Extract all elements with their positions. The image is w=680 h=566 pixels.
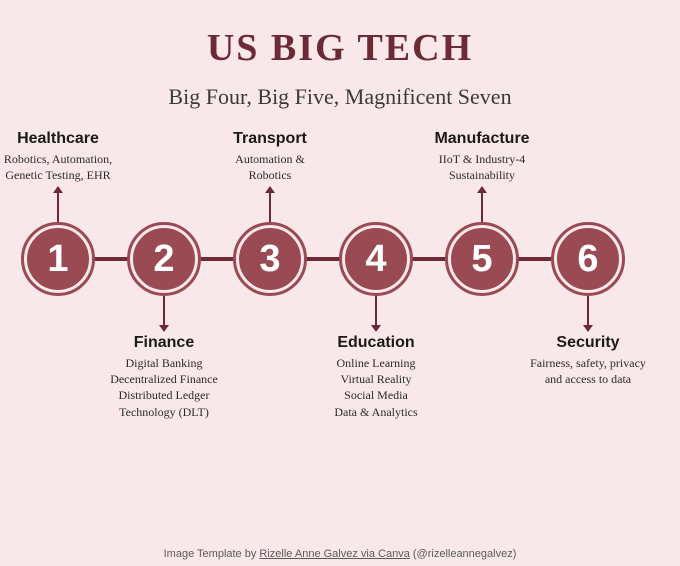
arrow-down-icon xyxy=(587,296,589,326)
arrow-down-icon xyxy=(163,296,165,326)
label-security: Security Fairness, safety, privacy and a… xyxy=(513,334,663,387)
label-finance: Finance Digital Banking Decentralized Fi… xyxy=(89,334,239,420)
desc-manufacture: IIoT & Industry-4 Sustainability xyxy=(407,151,557,183)
circle-1: 1 xyxy=(24,225,92,293)
circle-5: 5 xyxy=(448,225,516,293)
credit-author: Rizelle Anne Galvez via Canva xyxy=(259,548,409,560)
circle-number: 3 xyxy=(259,238,280,281)
timeline-diagram: Healthcare Robotics, Automation, Genetic… xyxy=(0,130,680,470)
arrow-down-icon xyxy=(375,296,377,326)
arrow-up-icon xyxy=(481,192,483,222)
desc-security: Fairness, safety, privacy and access to … xyxy=(513,355,663,387)
label-healthcare: Healthcare Robotics, Automation, Genetic… xyxy=(0,130,133,183)
circle-3: 3 xyxy=(236,225,304,293)
heading-finance: Finance xyxy=(89,334,239,352)
circle-4: 4 xyxy=(342,225,410,293)
heading-security: Security xyxy=(513,334,663,352)
circle-number: 2 xyxy=(153,238,174,281)
circle-number: 5 xyxy=(471,238,492,281)
label-transport: Transport Automation & Robotics xyxy=(195,130,345,183)
circle-2: 2 xyxy=(130,225,198,293)
desc-transport: Automation & Robotics xyxy=(195,151,345,183)
main-title: US BIG TECH xyxy=(0,26,680,70)
credit-prefix: Image Template by xyxy=(164,548,260,560)
arrow-up-icon xyxy=(57,192,59,222)
circle-number: 4 xyxy=(365,238,386,281)
desc-healthcare: Robotics, Automation, Genetic Testing, E… xyxy=(0,151,133,183)
image-credit: Image Template by Rizelle Anne Galvez vi… xyxy=(0,548,680,560)
credit-handle: (@rizelleannegalvez) xyxy=(410,548,517,560)
heading-transport: Transport xyxy=(195,130,345,148)
heading-manufacture: Manufacture xyxy=(407,130,557,148)
circle-number: 1 xyxy=(47,238,68,281)
circle-number: 6 xyxy=(577,238,598,281)
arrow-up-icon xyxy=(269,192,271,222)
label-manufacture: Manufacture IIoT & Industry-4 Sustainabi… xyxy=(407,130,557,183)
subtitle: Big Four, Big Five, Magnificent Seven xyxy=(0,84,680,110)
heading-education: Education xyxy=(301,334,451,352)
desc-education: Online Learning Virtual Reality Social M… xyxy=(301,355,451,420)
label-education: Education Online Learning Virtual Realit… xyxy=(301,334,451,420)
circle-6: 6 xyxy=(554,225,622,293)
heading-healthcare: Healthcare xyxy=(0,130,133,148)
desc-finance: Digital Banking Decentralized Finance Di… xyxy=(89,355,239,420)
